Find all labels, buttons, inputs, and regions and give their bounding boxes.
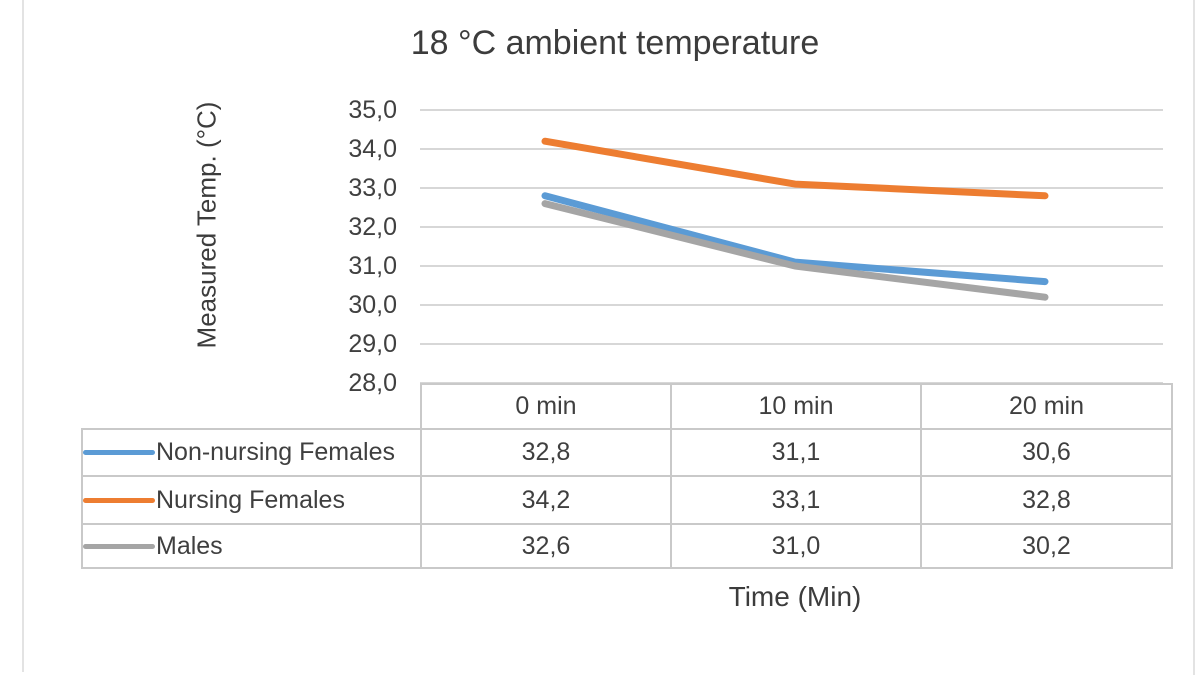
legend-cell-nursing-females: Nursing Females [81,475,422,525]
table-row: Males 32,6 31,0 30,2 [81,523,1173,569]
y-tick-label: 30,0 [348,291,397,319]
chart-data-table: 0 min 10 min 20 min Non-nursing Females … [81,383,1173,569]
y-tick-label: 29,0 [348,330,397,358]
chart-title: 18 °C ambient temperature [410,24,820,62]
series-swatch-icon [83,497,155,503]
legend-cell-non-nursing-females: Non-nursing Females [81,428,422,477]
page-border-left [22,0,24,672]
legend-label: Males [156,531,223,560]
table-value: 30,6 [920,428,1173,477]
legend-cell-males: Males [81,523,422,569]
y-axis-title: Measured Temp. (°C) [191,101,222,349]
table-row: Non-nursing Females 32,8 31,1 30,6 [81,428,1173,477]
series-line-nursing-females [541,137,1049,200]
y-tick-label: 31,0 [348,252,397,280]
legend-label: Nursing Females [156,485,345,514]
table-corner-cell [82,384,421,429]
column-header: 0 min [420,383,672,430]
y-tick-label: 28,0 [348,369,397,397]
plot-area [420,109,1163,384]
y-tick-label: 35,0 [348,96,397,124]
y-tick-label: 32,0 [348,213,397,241]
series-line-males [541,200,1049,301]
table-value: 31,1 [670,428,922,477]
table-row: Nursing Females 34,2 33,1 32,8 [81,475,1173,525]
series-swatch-icon [83,450,155,455]
table-value: 30,2 [920,523,1173,569]
column-header: 10 min [670,383,922,430]
legend-label: Non-nursing Females [156,438,395,466]
page-border-right [1193,0,1195,675]
column-header: 20 min [920,383,1173,430]
y-tick-label: 33,0 [348,174,397,202]
table-value: 32,8 [420,428,672,477]
series-line-non-nursing-females [541,192,1049,286]
x-axis-title: Time (Min) [728,581,862,612]
table-value: 32,6 [420,523,672,569]
table-value: 31,0 [670,523,922,569]
series-swatch-icon [83,543,155,549]
table-header-row: 0 min 10 min 20 min [82,383,1173,430]
y-tick-label: 34,0 [348,135,397,163]
table-value: 32,8 [920,475,1173,525]
table-value: 33,1 [670,475,922,525]
table-value: 34,2 [420,475,672,525]
